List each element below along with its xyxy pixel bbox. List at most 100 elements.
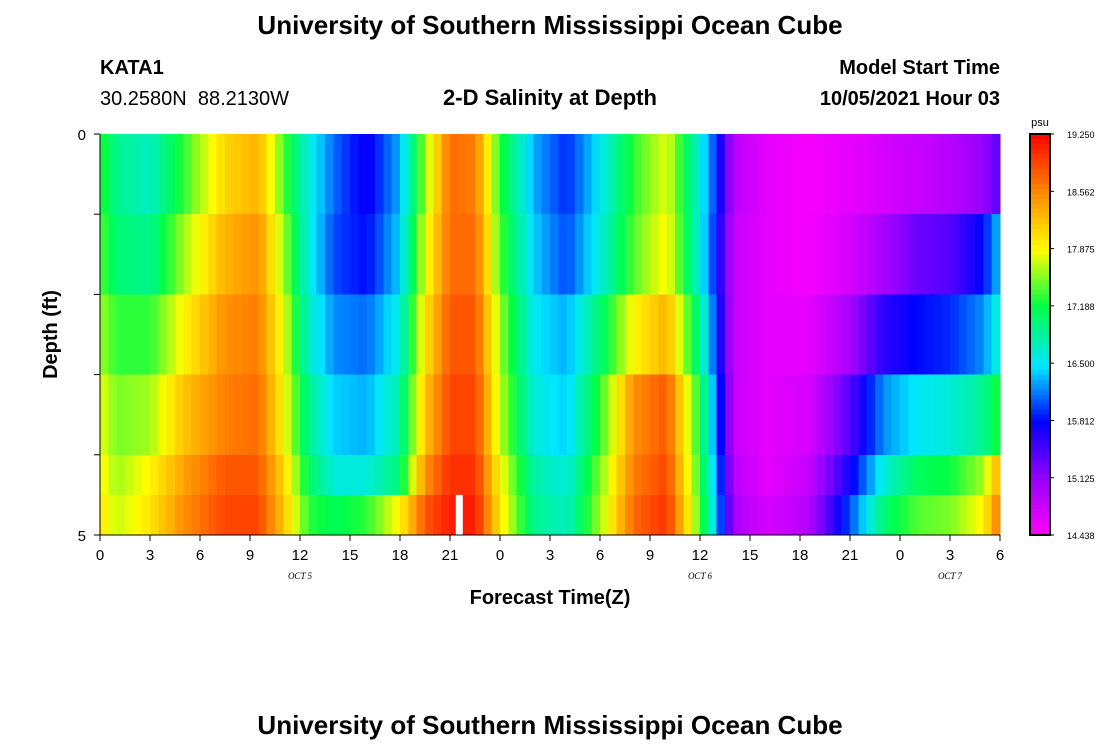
colorbar-segment: [1030, 499, 1050, 506]
heatmap-cell: [483, 294, 493, 375]
heatmap-cell: [266, 494, 276, 535]
heatmap-cell: [816, 294, 826, 375]
heatmap-cell: [891, 134, 901, 215]
heatmap-cell: [983, 494, 993, 535]
heatmap-cell: [241, 134, 251, 215]
heatmap-cell: [808, 294, 818, 375]
colorbar-segment: [1030, 164, 1050, 170]
heatmap-cell: [850, 214, 859, 295]
heatmap-cell: [350, 374, 359, 455]
heatmap-cell: [866, 214, 876, 295]
heatmap-cell: [866, 294, 876, 375]
heatmap-cell: [283, 214, 293, 295]
heatmap-cell: [108, 294, 118, 375]
heatmap-cell: [200, 134, 209, 215]
heatmap-cell: [725, 134, 734, 215]
heatmap-cell: [691, 294, 701, 375]
footer-title: University of Southern Mississippi Ocean…: [257, 710, 843, 740]
heatmap-cell: [900, 214, 909, 295]
x-tick-label: 3: [146, 547, 154, 564]
heatmap-cell: [158, 214, 168, 295]
heatmap-cell: [841, 374, 851, 455]
heatmap-cell: [133, 214, 143, 295]
heatmap-cell: [333, 134, 343, 215]
heatmap-cell: [175, 214, 184, 295]
heatmap-cell: [291, 374, 301, 455]
heatmap-cell: [966, 374, 976, 455]
heatmap-cell: [625, 294, 634, 375]
heatmap-cell: [725, 294, 734, 375]
heatmap-cell: [166, 134, 176, 215]
heatmap-cell: [533, 454, 543, 495]
colorbar-segment: [1030, 154, 1050, 160]
heatmap-cell: [850, 494, 859, 535]
heatmap-cell: [775, 294, 784, 375]
heatmap-cell: [233, 374, 243, 455]
heatmap-cell: [866, 374, 876, 455]
heatmap-cell: [750, 134, 759, 215]
heatmap-cell: [416, 454, 426, 495]
heatmap-cell: [183, 374, 193, 455]
heatmap-cell: [425, 454, 434, 495]
heatmap-cell: [675, 454, 684, 495]
heatmap-cell: [325, 454, 334, 495]
colorbar-label: 15.125: [1067, 474, 1095, 484]
heatmap-cell: [466, 454, 476, 495]
colorbar-segment: [1030, 369, 1050, 376]
heatmap-cell: [933, 134, 943, 215]
heatmap-cell: [375, 494, 384, 535]
heatmap-cell: [191, 214, 201, 295]
heatmap-cell: [716, 294, 726, 375]
colorbar-segment: [1030, 479, 1050, 486]
colorbar-segment: [1030, 174, 1050, 180]
heatmap-cell: [900, 454, 909, 495]
colorbar-segment: [1030, 204, 1050, 210]
heatmap-cell: [283, 454, 293, 495]
heatmap-cell: [416, 134, 426, 215]
heatmap-cell: [516, 214, 526, 295]
heatmap-cell: [483, 454, 493, 495]
heatmap-cell: [783, 134, 793, 215]
heatmap-cell: [941, 134, 951, 215]
heatmap-cell: [825, 214, 834, 295]
heatmap-cell: [741, 294, 751, 375]
heatmap-cell: [225, 454, 234, 495]
heatmap-cell: [791, 294, 801, 375]
heatmap-cell: [691, 374, 701, 455]
heatmap-cell: [408, 294, 418, 375]
colorbar-segment: [1030, 304, 1050, 311]
heatmap-cell: [608, 374, 618, 455]
heatmap-cell: [508, 294, 518, 375]
heatmap-cell: [175, 134, 184, 215]
heatmap-cell: [183, 294, 193, 375]
colorbar-segment: [1030, 319, 1050, 326]
heatmap-cell: [416, 374, 426, 455]
heatmap-cell: [708, 134, 718, 215]
heatmap-cell: [616, 374, 626, 455]
station-coords: 30.2580N 88.2130W: [100, 88, 290, 110]
heatmap-cell: [750, 374, 759, 455]
heatmap-cell: [966, 494, 976, 535]
heatmap-cell: [208, 454, 218, 495]
x-tick-label: 21: [442, 547, 459, 564]
colorbar-segment: [1030, 524, 1050, 531]
heatmap-cell: [358, 134, 368, 215]
heatmap-cell: [641, 294, 651, 375]
heatmap-cell: [550, 494, 559, 535]
heatmap-cell: [366, 494, 376, 535]
colorbar-label: 19.250: [1067, 130, 1095, 140]
heatmap-cell: [783, 454, 793, 495]
x-tick-label: 12: [692, 547, 709, 564]
colorbar-segment: [1030, 314, 1050, 321]
colorbar-segment: [1030, 249, 1050, 255]
heatmap-cell: [775, 454, 784, 495]
x-tick-label: 3: [546, 547, 554, 564]
heatmap-cell: [533, 494, 543, 535]
heatmap-cell: [250, 454, 259, 495]
heatmap-cell: [791, 494, 801, 535]
heatmap-cell: [375, 214, 384, 295]
heatmap-cell: [275, 214, 284, 295]
heatmap-cell: [450, 214, 459, 295]
heatmap-cell: [625, 214, 634, 295]
heatmap-cell: [958, 494, 968, 535]
